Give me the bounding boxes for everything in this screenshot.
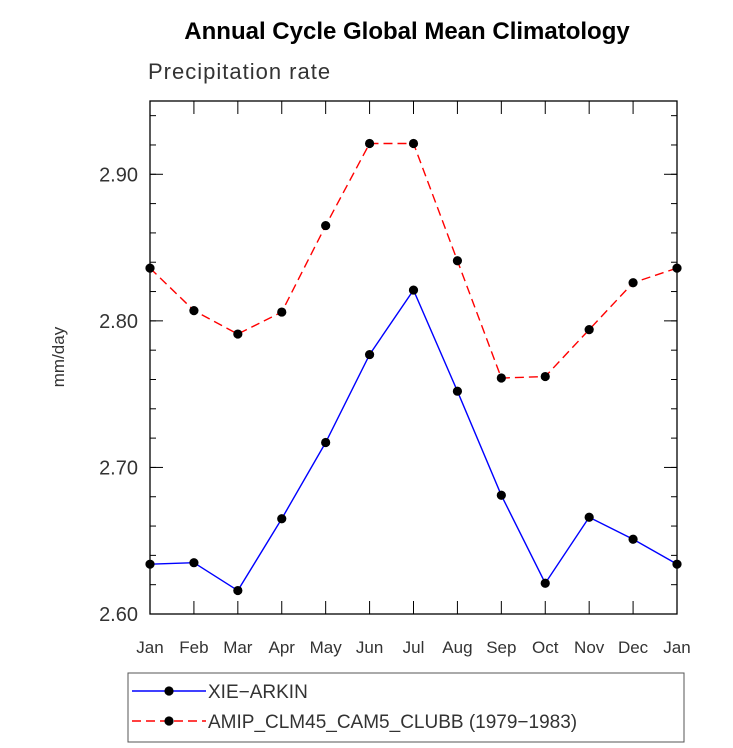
series-1-point — [628, 534, 638, 544]
series-1-point — [584, 512, 594, 522]
series-1-point — [145, 559, 155, 569]
y-tick-label: 2.70 — [99, 457, 138, 479]
series-2-point — [277, 307, 287, 317]
series-2-point — [364, 138, 375, 149]
y-tick-labels: 2.60 2.70 2.80 2.90 — [99, 164, 138, 626]
x-tick-label: Jan — [663, 638, 690, 657]
x-tick-labels: Jan Feb Mar Apr May Jun Jul Aug Sep Oct Nov Dec Jan — [136, 638, 690, 657]
series-line-1 — [149, 288, 678, 592]
x-tick-label: Apr — [269, 638, 296, 657]
plot-frame — [149, 100, 678, 615]
series-1-point — [408, 285, 419, 295]
series-1-point — [189, 558, 199, 568]
x-tick-label: May — [310, 638, 343, 657]
axis-ticks — [149, 101, 678, 615]
series-1-point — [540, 578, 550, 588]
x-tick-label: Jun — [356, 638, 383, 657]
series-1-point — [321, 437, 331, 448]
y-tick-label: 2.90 — [99, 164, 138, 186]
series-2-point — [145, 263, 155, 273]
x-tick-label: Jan — [136, 638, 163, 657]
series-2-point — [584, 325, 594, 335]
legend-marker-1 — [164, 686, 174, 696]
x-tick-label: Dec — [618, 638, 649, 657]
series-2-point — [672, 263, 682, 273]
series-1-point — [496, 490, 506, 500]
series-2-point — [321, 220, 331, 231]
series-2-point — [496, 373, 506, 383]
legend-box — [127, 672, 685, 743]
series-2-point — [452, 256, 463, 266]
x-tick-label: Sep — [486, 638, 516, 657]
x-tick-label: Jul — [403, 638, 425, 657]
series-line-2 — [149, 142, 678, 379]
y-axis-label: mm/day — [49, 326, 68, 387]
series-1-point — [672, 559, 682, 569]
chart-title: Annual Cycle Global Mean Climatology — [184, 18, 630, 45]
x-tick-label: Feb — [179, 638, 208, 657]
legend-marker-2 — [164, 716, 174, 726]
series-1-point — [452, 386, 463, 396]
legend: XIE−ARKIN AMIP_CLM45_CAM5_CLUBB (1979−198… — [127, 672, 685, 743]
legend-label-2: AMIP_CLM45_CAM5_CLUBB (1979−1983) — [208, 712, 577, 733]
series-layer — [145, 138, 682, 596]
series-2-point — [408, 138, 419, 149]
series-2-point — [628, 278, 638, 288]
series-1-point — [364, 349, 375, 360]
series-1-point — [233, 585, 243, 596]
series-2-point — [189, 305, 199, 316]
series-2-point — [233, 329, 243, 339]
x-tick-label: Oct — [532, 638, 559, 657]
series-1-point — [277, 514, 287, 524]
series-2-point — [540, 371, 550, 382]
legend-label-1: XIE−ARKIN — [208, 682, 308, 703]
y-tick-label: 2.60 — [99, 604, 138, 626]
y-tick-label: 2.80 — [99, 311, 138, 333]
chart-subtitle: Precipitation rate — [148, 59, 331, 84]
x-tick-label: Nov — [574, 638, 605, 657]
x-tick-label: Aug — [442, 638, 472, 657]
x-tick-label: Mar — [223, 638, 253, 657]
